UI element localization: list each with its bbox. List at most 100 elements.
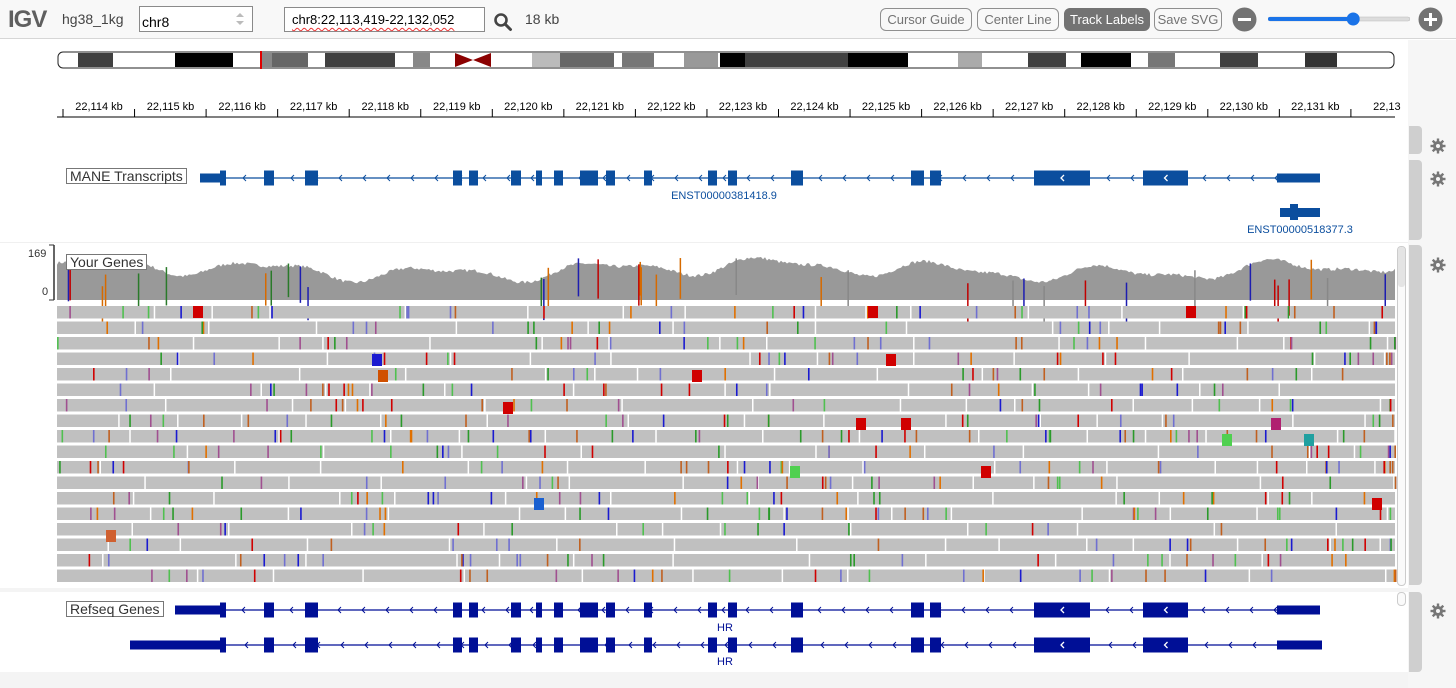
chromosome-select[interactable]: chr8 (139, 6, 253, 32)
read-mismatch (88, 554, 91, 567)
read-mismatch (1186, 538, 1189, 551)
track-drag-handle[interactable] (1409, 245, 1422, 585)
read (1312, 492, 1395, 505)
exon (606, 170, 615, 186)
exon (536, 170, 542, 186)
read-mismatch (546, 554, 549, 567)
read (1215, 523, 1336, 536)
read-mismatch (1219, 321, 1222, 334)
exon (580, 170, 598, 186)
read-mismatch (252, 352, 254, 365)
locus-search-input[interactable]: chr8:22,113,419-22,132,052 (284, 7, 485, 32)
read-mismatch (885, 321, 888, 334)
gear-icon[interactable] (1430, 257, 1446, 273)
coverage-track[interactable] (57, 257, 1395, 328)
track-label-mane[interactable]: MANE Transcripts (66, 168, 187, 184)
read-mismatch (867, 306, 869, 319)
ruler (57, 109, 1395, 118)
read (583, 569, 693, 582)
strand-arrow (820, 641, 825, 649)
read (1307, 461, 1375, 474)
genome-label[interactable]: hg38_1kg (62, 11, 124, 27)
gear-icon[interactable] (1430, 603, 1446, 619)
read-mismatch (630, 306, 632, 319)
read-mismatch (1019, 368, 1022, 381)
read-mismatch (726, 414, 729, 427)
read (306, 554, 457, 567)
exon (911, 170, 924, 186)
read (1388, 337, 1395, 350)
exon (930, 637, 941, 653)
cytoband (272, 53, 308, 67)
read-mismatch (1290, 337, 1293, 350)
read-mismatch (90, 507, 92, 520)
read (293, 399, 345, 412)
read-mismatch (363, 523, 366, 536)
exon (644, 602, 652, 618)
read-mismatch (374, 321, 377, 334)
track-drag-handle[interactable] (1409, 160, 1422, 240)
strand-arrow (1060, 174, 1065, 182)
read-mismatch (350, 492, 353, 505)
cytoband (745, 53, 848, 67)
strand-arrow (890, 174, 895, 182)
alignment-reads[interactable] (57, 306, 1397, 582)
refseq-genes-track[interactable] (130, 602, 1322, 653)
read (57, 352, 178, 365)
read (863, 461, 994, 474)
save-svg-button[interactable]: Save SVG (1154, 8, 1222, 31)
read-mismatch (1169, 538, 1171, 551)
read-mismatch (1325, 461, 1328, 474)
read (57, 321, 135, 334)
transcript-label: ENST00000381418.9 (671, 190, 777, 202)
read (370, 383, 445, 396)
minus-circle-icon[interactable] (1232, 7, 1257, 32)
search-icon[interactable] (493, 12, 513, 32)
center-line-button[interactable]: Center Line (977, 8, 1059, 31)
mane-transcripts-track[interactable] (200, 170, 1320, 221)
exon (175, 605, 222, 615)
read-variant-block (534, 498, 544, 510)
read (289, 507, 388, 520)
read-mismatch (213, 352, 216, 365)
read-mismatch (786, 476, 788, 489)
read (753, 399, 900, 412)
cursor-guide-button[interactable]: Cursor Guide (880, 8, 972, 31)
read (683, 476, 758, 489)
track-drag-handle[interactable] (1409, 592, 1422, 672)
read-mismatch (1267, 554, 1270, 567)
read-mismatch (202, 321, 205, 334)
zoom-slider[interactable] (1268, 12, 1410, 26)
strand-arrow (986, 174, 991, 182)
chromosome-ideogram[interactable] (57, 51, 1395, 69)
track-label-your-genes[interactable]: Your Genes (66, 254, 148, 270)
read-mismatch (962, 569, 965, 582)
gear-icon[interactable] (1430, 171, 1446, 187)
gear-icon[interactable] (1430, 138, 1446, 154)
cytoband (622, 53, 654, 67)
exon (469, 637, 478, 653)
cytoband (720, 53, 745, 67)
read-mismatch (345, 337, 348, 350)
plus-circle-icon[interactable] (1418, 7, 1443, 32)
read-mismatch (728, 569, 731, 582)
alignment-scrollbar[interactable] (1397, 246, 1406, 586)
track-labels-button[interactable]: Track Labels (1064, 8, 1150, 31)
read-mismatch (1147, 554, 1149, 567)
read (749, 492, 858, 505)
read-mismatch (247, 414, 250, 427)
read-mismatch (492, 321, 494, 334)
strand-arrow (505, 606, 510, 614)
track-label-refseq[interactable]: Refseq Genes (66, 601, 164, 617)
read-mismatch (459, 569, 462, 582)
igv-logo[interactable]: IGV (8, 6, 47, 33)
read-mismatch (1378, 414, 1381, 427)
read-mismatch (765, 383, 768, 396)
refseq-scrollbar[interactable] (1397, 592, 1406, 606)
read-mismatch (1123, 492, 1125, 505)
read-mismatch (1310, 445, 1313, 458)
read (1258, 461, 1306, 474)
track-drag-handle[interactable] (1409, 126, 1422, 154)
read-mismatch (1383, 461, 1386, 474)
read (1248, 321, 1369, 334)
